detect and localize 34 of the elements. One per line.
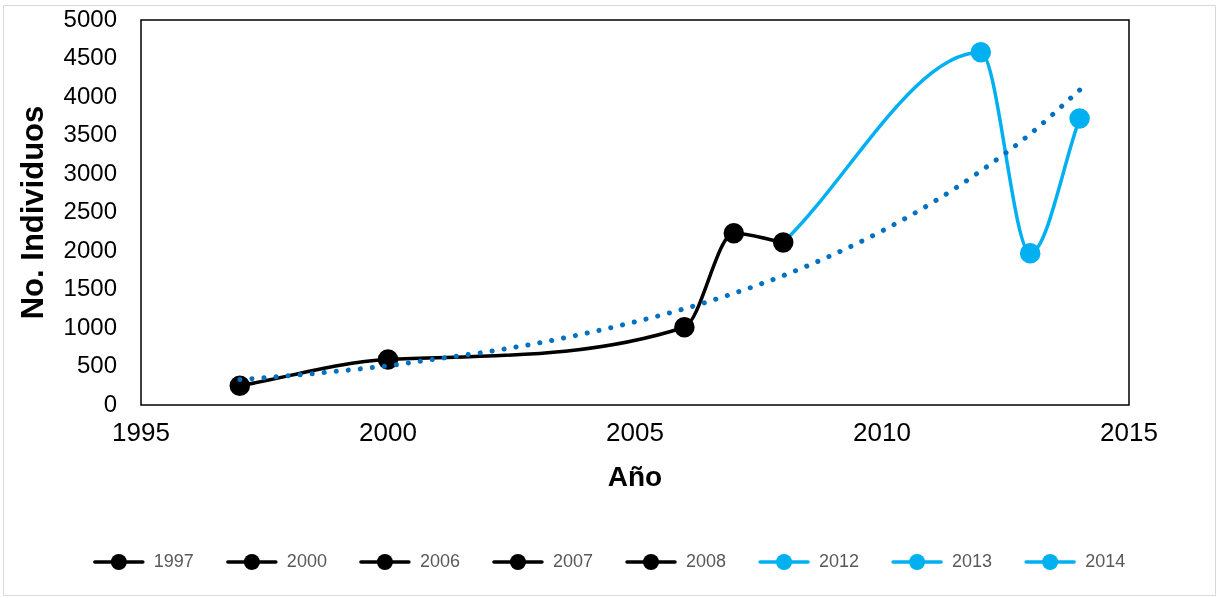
point (723, 223, 745, 244)
y-tick-label: 2000 (63, 235, 117, 263)
legend-label: 2007 (552, 550, 593, 571)
legend-label: 2006 (419, 550, 460, 571)
point (1069, 108, 1090, 129)
x-tick-label: 2015 (1100, 416, 1158, 447)
y-tick-label: 1500 (63, 274, 117, 302)
y-tick-label: 3500 (63, 120, 117, 148)
y-tick-label: 500 (76, 351, 117, 379)
y-tick-label: 5000 (63, 4, 117, 32)
y-tick-label: 4000 (63, 81, 117, 109)
x-tick-label: 1995 (112, 416, 170, 447)
legend-label: 2008 (686, 550, 727, 571)
y-tick-label: 2500 (63, 197, 117, 225)
legend-label: 2000 (286, 550, 327, 571)
point (229, 375, 251, 396)
y-axis-title: No. Individuos (15, 105, 51, 320)
y-tick-label: 3000 (63, 158, 117, 186)
x-tick-label: 2000 (359, 416, 417, 447)
legend-label: 2012 (819, 550, 860, 571)
point (1019, 243, 1041, 264)
point (674, 316, 695, 338)
y-tick-label: 0 (103, 389, 117, 417)
legend-label: 2013 (952, 550, 993, 571)
point (377, 349, 399, 370)
x-tick-label: 2005 (606, 416, 664, 447)
x-axis-title: Año (607, 460, 663, 492)
legend-label: 2014 (1085, 550, 1126, 571)
y-tick-label: 1000 (63, 312, 117, 340)
legend-label: 1997 (153, 550, 194, 571)
point (970, 42, 992, 63)
y-tick-label: 4500 (63, 43, 117, 71)
point (772, 232, 794, 253)
x-tick-label: 2010 (853, 416, 911, 447)
